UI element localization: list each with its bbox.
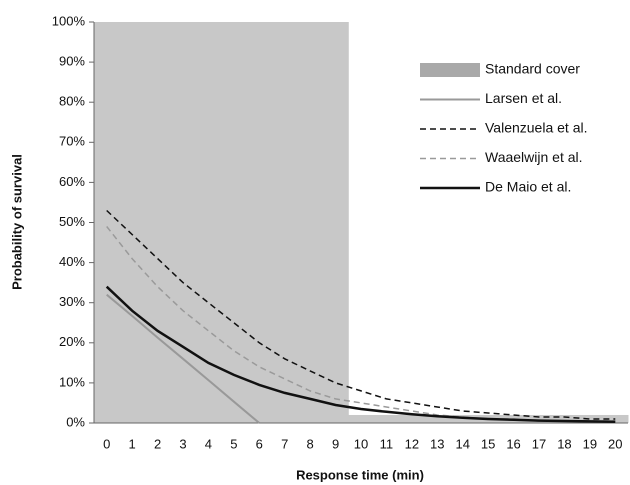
bar <box>272 22 298 423</box>
y-tick-label: 40% <box>59 254 85 269</box>
y-tick-label: 10% <box>59 374 85 389</box>
y-tick-label: 20% <box>59 334 85 349</box>
x-tick-label: 8 <box>307 436 314 451</box>
x-tick-label: 12 <box>405 436 419 451</box>
x-tick-label: 0 <box>103 436 110 451</box>
bar <box>551 414 578 423</box>
bar <box>424 414 451 423</box>
y-tick-label: 30% <box>59 294 85 309</box>
x-tick-label: 11 <box>380 436 394 451</box>
bar <box>297 22 324 423</box>
x-axis-title: Response time (min) <box>296 467 424 482</box>
y-tick-label: 60% <box>59 174 85 189</box>
bar <box>246 22 273 423</box>
legend-label: De Maio et al. <box>485 179 571 195</box>
x-tick-label: 20 <box>608 436 622 451</box>
line <box>106 209 616 420</box>
bar <box>322 22 349 423</box>
x-tick-label: 15 <box>481 436 495 451</box>
y-axis-title: Probability of survival <box>9 154 24 290</box>
y-tick-label: 100% <box>52 13 86 28</box>
bar <box>348 414 375 423</box>
bar <box>399 414 426 423</box>
bar <box>602 414 629 423</box>
bar <box>119 22 146 423</box>
bar <box>221 22 248 423</box>
bar <box>526 414 553 423</box>
y-tick-label: 80% <box>59 94 85 109</box>
x-tick-label: 13 <box>430 436 444 451</box>
x-tick-label: 10 <box>354 436 368 451</box>
y-tick-label: 90% <box>59 54 85 69</box>
x-tick-label: 4 <box>205 436 212 451</box>
bar <box>170 22 197 423</box>
x-tick-label: 7 <box>281 436 288 451</box>
x-tick-label: 9 <box>332 436 339 451</box>
x-tick-label: 5 <box>230 436 237 451</box>
x-tick-label: 6 <box>256 436 263 451</box>
y-tick-label: 70% <box>59 134 85 149</box>
bar <box>577 414 604 423</box>
line <box>106 226 616 422</box>
line <box>105 285 616 424</box>
y-tick-label: 0% <box>66 414 85 429</box>
bar <box>94 22 120 423</box>
x-tick-label: 19 <box>583 436 597 451</box>
x-tick-label: 1 <box>129 436 136 451</box>
legend-label: Valenzuela et al. <box>485 120 587 136</box>
x-tick-label: 17 <box>532 436 546 451</box>
legend-swatch <box>420 63 480 77</box>
x-tick-label: 2 <box>154 436 161 451</box>
x-tick-label: 14 <box>455 436 469 451</box>
x-tick-label: 3 <box>179 436 186 451</box>
legend-label: Larsen et al. <box>485 90 562 106</box>
x-tick-label: 16 <box>506 436 520 451</box>
bar <box>144 22 171 423</box>
legend-label: Waaelwijn et al. <box>485 149 583 165</box>
bar <box>373 414 400 423</box>
line <box>106 293 260 424</box>
x-tick-label: 18 <box>557 436 571 451</box>
legend-label: Standard cover <box>485 61 580 77</box>
y-tick-label: 50% <box>59 214 85 229</box>
